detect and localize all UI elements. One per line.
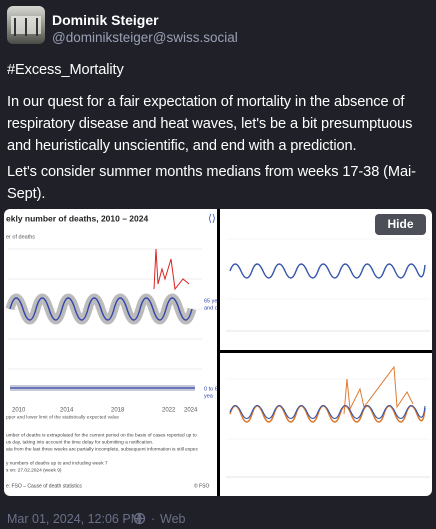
- image-note: y numbers of deaths up to and including …: [6, 460, 108, 466]
- image-icon: ⟨⟩: [208, 214, 216, 225]
- image-plot: [226, 365, 430, 478]
- image-credit: © FSO: [194, 482, 209, 489]
- post-line: Let's consider summer months medians fro…: [7, 164, 416, 180]
- image-line: [229, 263, 426, 279]
- image-line: [229, 404, 426, 420]
- media-images: ekly number of deaths, 2010 – 2024 ⟨⟩ er…: [4, 209, 432, 496]
- image-x-tick: 2024: [184, 408, 198, 414]
- post-line: and heuristically unscientific, and end …: [7, 138, 357, 154]
- image-x-tick: 2014: [60, 408, 74, 414]
- image-line: [153, 248, 190, 291]
- image-plot: [5, 248, 202, 391]
- post-line: respiratory disease and heat waves, let'…: [7, 116, 413, 132]
- image-note: us day, taking into account the time del…: [6, 439, 153, 445]
- hide-button-label[interactable]: Hide: [387, 217, 413, 231]
- image-background: [4, 209, 217, 496]
- hashtag[interactable]: #Excess_Mortality: [7, 62, 124, 78]
- hide-button[interactable]: [375, 214, 426, 235]
- avatar[interactable]: [7, 6, 45, 44]
- post-line: Sept).: [7, 186, 46, 202]
- image-source: e: FSO – Cause of death statistics: [6, 483, 82, 489]
- image-y-label: er of deaths: [6, 234, 35, 240]
- image-plot: [226, 238, 430, 332]
- visibility-icon: [133, 512, 146, 525]
- image-divider: [217, 209, 220, 496]
- globe: [134, 513, 145, 525]
- image-line: [9, 297, 193, 321]
- avatar-image: [11, 16, 41, 36]
- separator: ·: [151, 512, 156, 526]
- author-handle[interactable]: @dominiksteiger@swiss.social: [52, 30, 238, 45]
- author-name[interactable]: Dominik Steiger: [52, 12, 159, 28]
- image-divider: [220, 350, 432, 353]
- separator: ·: [123, 512, 128, 526]
- image-legend: pper and lower limit of the statisticall…: [6, 414, 119, 420]
- image-background: [220, 353, 432, 496]
- image-series-label: and o: [204, 305, 218, 311]
- image-x-tick: 2022: [162, 408, 176, 414]
- image-series-label: yea: [204, 393, 214, 399]
- image-series-label: 65 ye: [204, 298, 217, 304]
- image-x-tick: 2018: [111, 408, 125, 414]
- post-line: In our quest for a fair expectation of m…: [7, 94, 405, 110]
- client: Web: [160, 512, 186, 526]
- image-note: ata from the last three weeks are partia…: [6, 446, 199, 452]
- image-note: umber of deaths is extrapolated for the …: [6, 432, 197, 438]
- image-note: s on: 27.02.2024 (week 9): [6, 467, 62, 473]
- image-series-label: 0 to 6: [204, 386, 218, 392]
- image-line: [229, 405, 426, 423]
- image-title: ekly number of deaths, 2010 – 2024: [6, 213, 148, 223]
- image-x-tick: 2010: [12, 408, 26, 414]
- media-gallery[interactable]: ekly number of deaths, 2010 – 2024 ⟨⟩ er…: [4, 209, 432, 496]
- timestamp[interactable]: Mar 01, 2024, 12:06 PM: [7, 512, 142, 526]
